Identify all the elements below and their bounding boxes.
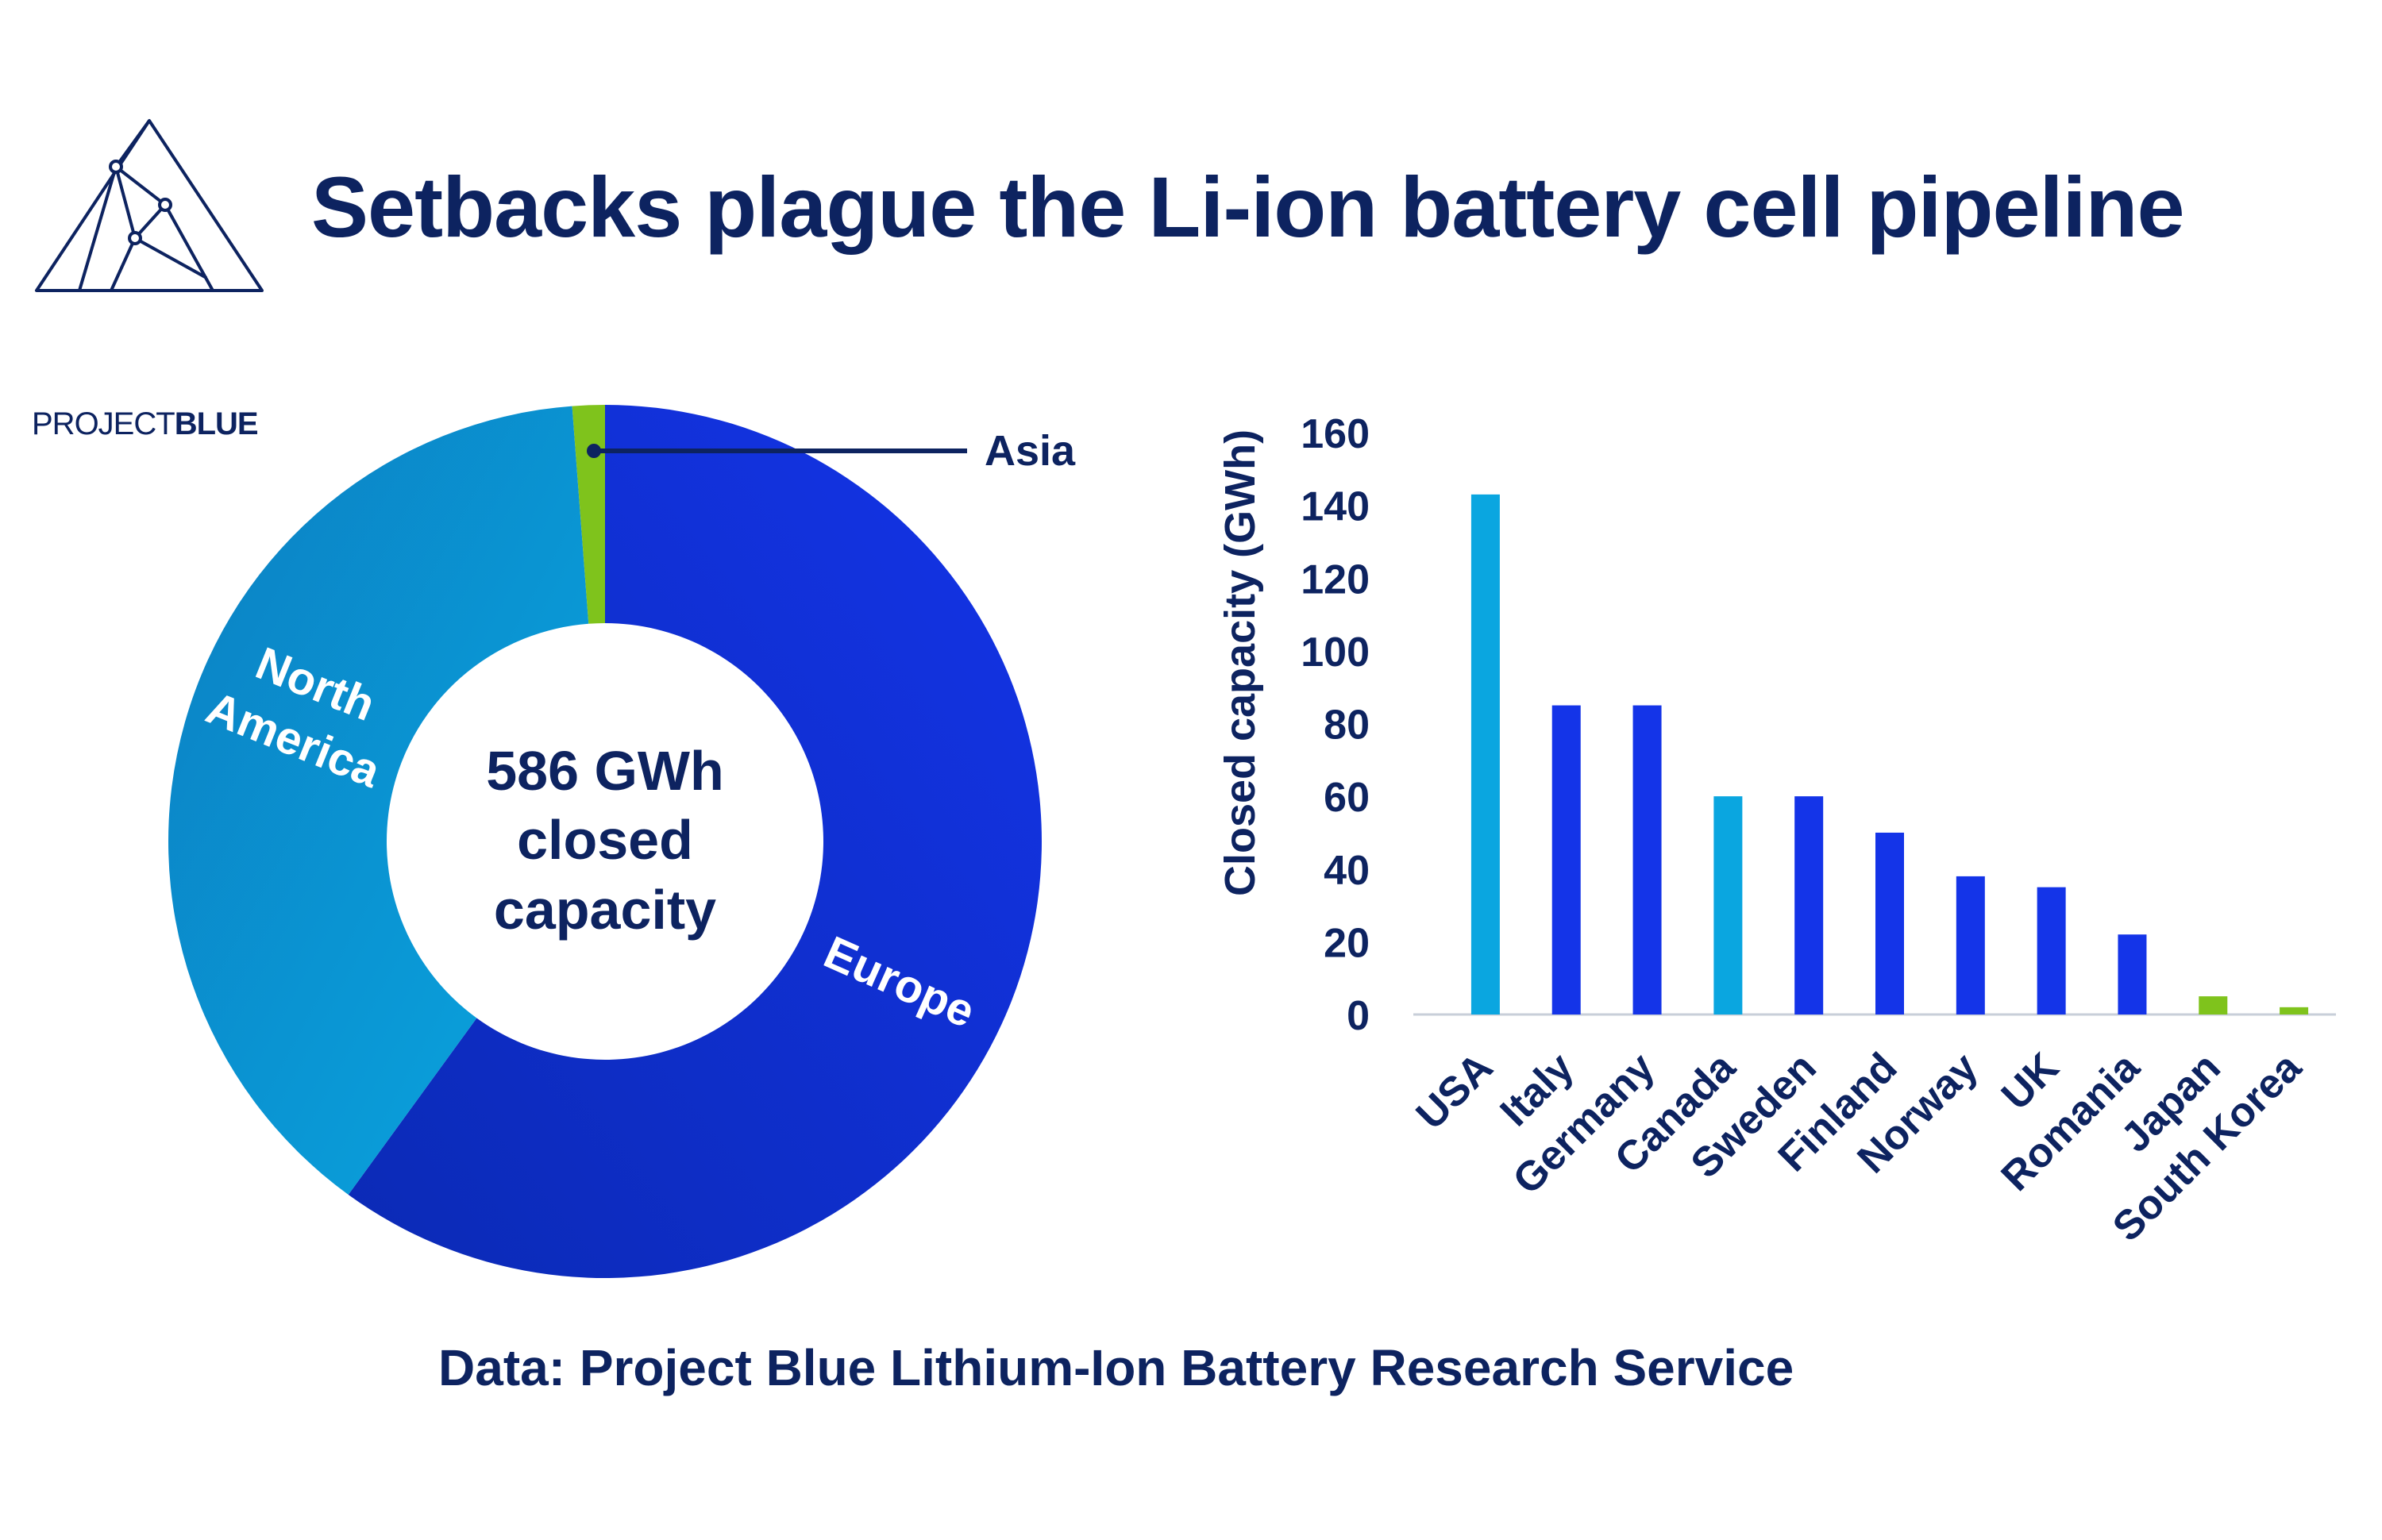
donut-center-label-line3: capacity bbox=[494, 879, 716, 941]
donut-slice-europe bbox=[348, 405, 1043, 1278]
donut-slice-asia bbox=[572, 405, 605, 624]
asia-leader-dot bbox=[587, 444, 601, 458]
bar-uk bbox=[2037, 887, 2066, 1014]
logo-word-blue: BLUE bbox=[174, 406, 259, 441]
source-note: Data: Project Blue Lithium-Ion Battery R… bbox=[438, 1339, 1794, 1396]
bar-usa bbox=[1470, 494, 1500, 1014]
bar-germany bbox=[1632, 705, 1662, 1014]
y-tick-label: 100 bbox=[1301, 629, 1370, 676]
bar-south-korea bbox=[2280, 1007, 2309, 1014]
bar-sweden bbox=[1794, 796, 1824, 1014]
bar-canada bbox=[1713, 796, 1743, 1014]
slice-label-asia: Asia bbox=[985, 427, 1076, 475]
donut-chart: Asia Europe North America 586 GWh closed… bbox=[168, 405, 1076, 1278]
y-tick-label: 140 bbox=[1301, 484, 1370, 530]
bar-chart: Closed capacity (GWh) 0 20 40 60 80 100 120 140… bbox=[1216, 411, 2336, 1250]
x-tick-label: USA bbox=[1408, 1044, 1502, 1138]
logo-wordmark: PROJECTBLUE bbox=[32, 406, 259, 442]
y-tick-label: 60 bbox=[1324, 775, 1370, 821]
y-tick-label: 80 bbox=[1324, 703, 1370, 749]
y-axis-label: Closed capacity (GWh) bbox=[1216, 429, 1264, 896]
bar-finland bbox=[1875, 832, 1904, 1014]
y-tick-label: 40 bbox=[1324, 848, 1370, 894]
logo-word-project: PROJECT bbox=[32, 406, 175, 441]
bar-norway bbox=[1956, 876, 1985, 1014]
y-tick-label: 0 bbox=[1347, 993, 1370, 1039]
project-blue-logo: PROJECTBLUE bbox=[30, 111, 276, 441]
chart-title: Setbacks plague the Li-ion battery cell … bbox=[311, 159, 2185, 255]
triangle-network-logo-icon bbox=[35, 119, 264, 292]
bar-romania bbox=[2118, 934, 2147, 1014]
y-tick-label: 120 bbox=[1301, 556, 1370, 603]
y-tick-label: 160 bbox=[1301, 411, 1370, 457]
bar-japan bbox=[2199, 996, 2228, 1014]
donut-center-label-line2: closed bbox=[517, 809, 693, 871]
donut-slice-north-america bbox=[168, 406, 589, 1195]
y-tick-label: 20 bbox=[1324, 920, 1370, 966]
donut-center-label-line1: 586 GWh bbox=[486, 740, 724, 802]
bar-italy bbox=[1551, 705, 1581, 1014]
